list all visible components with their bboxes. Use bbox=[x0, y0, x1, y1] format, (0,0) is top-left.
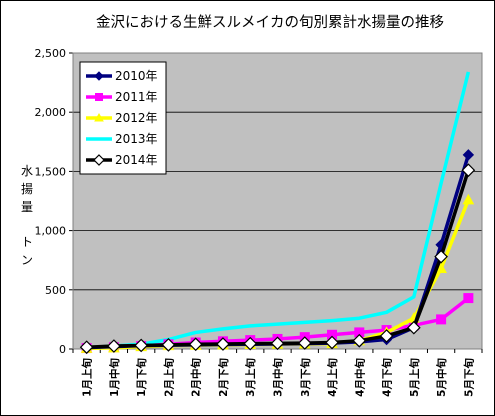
y-axis-label-char: 量 bbox=[21, 200, 33, 214]
y-axis-label-char: 揚 bbox=[21, 182, 33, 196]
series-2014年 bbox=[79, 163, 476, 355]
data-point bbox=[297, 336, 312, 350]
legend-item: 2013年 bbox=[86, 132, 158, 146]
data-point bbox=[94, 112, 104, 122]
legend: 2010年 2011年 2012年 2013年 2014年 bbox=[79, 61, 167, 175]
data-point bbox=[161, 338, 176, 352]
y-tick-label: 2,000 bbox=[35, 106, 67, 119]
chart-title: 金沢における生鮮スルメイカの旬別累計水揚量の推移 bbox=[96, 14, 444, 31]
x-tick-label: 5月上旬 bbox=[408, 358, 421, 397]
y-tick-label: 1,000 bbox=[35, 225, 67, 238]
legend-item: 2014年 bbox=[86, 153, 158, 167]
legend-item: 2011年 bbox=[86, 90, 158, 104]
x-tick-label: 1月中旬 bbox=[108, 358, 121, 397]
y-axis-label-char: ン bbox=[21, 253, 33, 267]
x-tick-label: 2月上旬 bbox=[162, 358, 175, 397]
x-tick-label: 5月下旬 bbox=[462, 358, 475, 397]
legend-label: 2014年 bbox=[115, 153, 158, 167]
data-point bbox=[434, 249, 448, 264]
x-tick-label: 5月中旬 bbox=[435, 358, 448, 397]
data-point bbox=[436, 314, 447, 325]
legend-item: 2010年 bbox=[86, 69, 158, 83]
x-tick-label: 1月下旬 bbox=[135, 358, 148, 397]
x-tick-label: 4月下旬 bbox=[381, 358, 394, 397]
data-point bbox=[216, 337, 230, 351]
data-point bbox=[107, 339, 121, 353]
legend-label: 2011年 bbox=[115, 90, 158, 104]
data-point bbox=[93, 154, 105, 166]
legend-item: 2012年 bbox=[86, 111, 158, 125]
y-axis-label-char: 水 bbox=[21, 164, 33, 178]
data-point bbox=[95, 93, 103, 101]
x-tick-label: 4月中旬 bbox=[353, 358, 366, 397]
series-2013年 bbox=[86, 71, 471, 350]
y-tick-label: 1,500 bbox=[35, 165, 67, 178]
data-point bbox=[243, 336, 258, 351]
y-tick-label: 0 bbox=[59, 343, 66, 356]
y-tick-labels: 0 500 1,000 1,500 2,000 2,500 bbox=[35, 47, 67, 356]
x-tick-label: 4月上旬 bbox=[326, 358, 339, 397]
series-line bbox=[86, 71, 471, 350]
data-point bbox=[463, 293, 474, 304]
data-point bbox=[461, 163, 476, 178]
x-tick-label: 3月上旬 bbox=[244, 358, 257, 397]
y-tick-label: 2,500 bbox=[35, 47, 67, 60]
x-tick-label: 3月下旬 bbox=[299, 358, 312, 397]
data-point bbox=[79, 340, 94, 355]
legend-label: 2010年 bbox=[115, 69, 158, 83]
y-tick-label: 500 bbox=[45, 284, 66, 297]
x-tick-label: 2月下旬 bbox=[217, 358, 230, 397]
data-point bbox=[325, 335, 339, 350]
x-tick-labels: 1月上旬 1月中旬 1月下旬 2月上旬 2月中旬 2月下旬 3月上旬 3月中旬 3月下旬 4月上旬… bbox=[81, 358, 476, 397]
x-tick-label: 2月中旬 bbox=[190, 358, 203, 397]
data-point bbox=[352, 333, 367, 348]
data-point bbox=[188, 337, 203, 352]
data-point bbox=[462, 149, 475, 161]
data-point bbox=[134, 338, 149, 353]
data-point bbox=[379, 329, 394, 343]
data-point bbox=[94, 71, 104, 81]
x-tick-label: 1月上旬 bbox=[81, 358, 94, 397]
y-axis-label-char: ト bbox=[21, 235, 33, 249]
data-point bbox=[462, 193, 475, 205]
data-point bbox=[406, 320, 421, 335]
legend-label: 2013年 bbox=[115, 132, 158, 146]
legend-label: 2012年 bbox=[115, 111, 158, 125]
x-tick-label: 3月中旬 bbox=[272, 358, 285, 397]
data-point bbox=[270, 336, 285, 351]
series-lines bbox=[79, 71, 476, 355]
